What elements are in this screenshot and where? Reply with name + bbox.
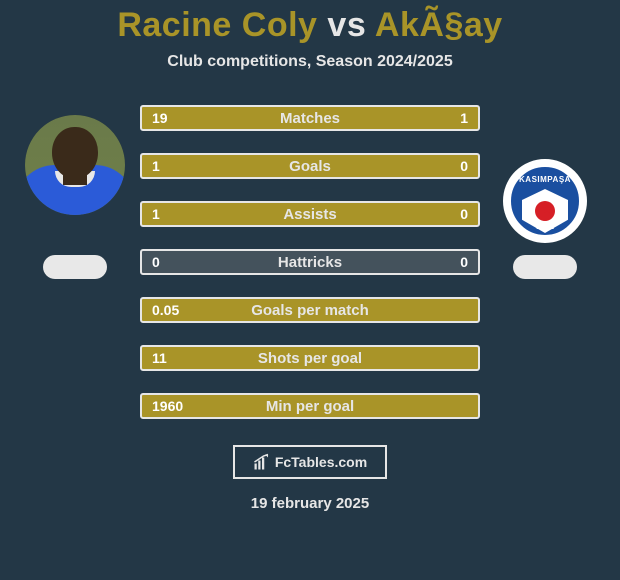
stat-row-goals-per-match: 0.05 Goals per match [140, 297, 480, 323]
stat-left-value: 0.05 [152, 302, 179, 318]
flag-right [513, 255, 577, 279]
stat-left-value: 11 [152, 350, 167, 366]
stat-right-value: 0 [460, 254, 468, 270]
stat-right-value: 0 [460, 206, 468, 222]
stat-left-value: 1960 [152, 398, 183, 414]
stat-label: Min per goal [142, 398, 478, 415]
stat-row-hattricks: 0 Hattricks 0 [140, 249, 480, 275]
stat-left-value: 1 [152, 206, 160, 222]
comparison-body: 19 Matches 1 1 Goals 0 1 Assists 0 0 Hat… [0, 105, 620, 419]
page-title: Racine Coly vs AkÃ§ay [117, 6, 502, 45]
player2-name: AkÃ§ay [375, 6, 503, 44]
stat-label: Goals [142, 158, 478, 175]
stat-row-shots-per-goal: 11 Shots per goal [140, 345, 480, 371]
club-year: 1921 [511, 222, 579, 231]
stat-row-goals: 1 Goals 0 [140, 153, 480, 179]
date-label: 19 february 2025 [251, 495, 369, 512]
chart-growth-icon [253, 453, 271, 471]
player1-name: Racine Coly [117, 6, 317, 44]
stat-left-value: 0 [152, 254, 160, 270]
brand-badge: FcTables.com [233, 445, 387, 479]
club-name-label: KASIMPAŞA [511, 175, 579, 184]
left-player-column [20, 105, 130, 279]
stat-row-assists: 1 Assists 0 [140, 201, 480, 227]
comparison-card: Racine Coly vs AkÃ§ay Club competitions,… [0, 0, 620, 580]
footer: FcTables.com 19 february 2025 [233, 445, 387, 512]
stat-label: Assists [142, 206, 478, 223]
flag-left [43, 255, 107, 279]
stat-left-value: 19 [152, 110, 168, 126]
stat-row-matches: 19 Matches 1 [140, 105, 480, 131]
stat-right-value: 0 [460, 158, 468, 174]
stat-label: Shots per goal [142, 350, 478, 367]
subtitle: Club competitions, Season 2024/2025 [167, 53, 452, 71]
stat-row-min-per-goal: 1960 Min per goal [140, 393, 480, 419]
stats-table: 19 Matches 1 1 Goals 0 1 Assists 0 0 Hat… [130, 105, 490, 419]
right-player-column: KASIMPAŞA 1921 [490, 105, 600, 279]
stat-label: Goals per match [142, 302, 478, 319]
player-avatar-racine-coly [25, 115, 125, 215]
stat-label: Hattricks [142, 254, 478, 271]
stat-left-value: 1 [152, 158, 160, 174]
brand-text: FcTables.com [275, 454, 367, 470]
stat-right-value: 1 [460, 110, 468, 126]
stat-label: Matches [142, 110, 478, 127]
club-badge-kasimpasa: KASIMPAŞA 1921 [503, 159, 587, 243]
vs-separator: vs [327, 6, 366, 44]
